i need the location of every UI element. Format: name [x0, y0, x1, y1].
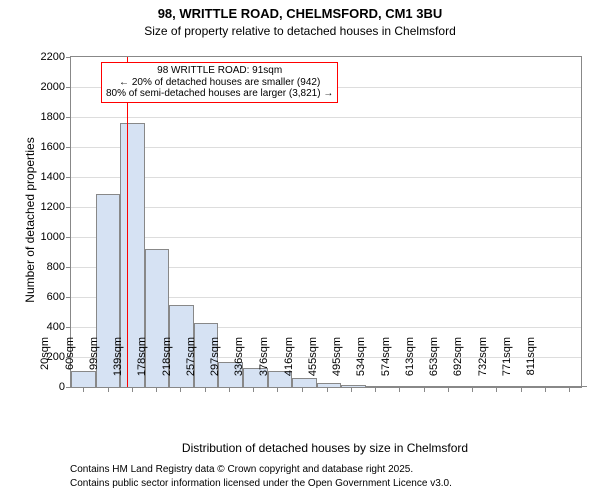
ytick-label: 1800	[41, 111, 71, 123]
xtick-mark	[351, 387, 352, 392]
gridline	[71, 207, 581, 208]
xtick-mark	[496, 387, 497, 392]
xtick-mark	[180, 387, 181, 392]
xtick-mark	[253, 387, 254, 392]
ytick-label: 1200	[41, 201, 71, 213]
xtick-mark	[472, 387, 473, 392]
xtick-mark	[448, 387, 449, 392]
gridline	[71, 177, 581, 178]
xtick-label: 99sqm	[86, 337, 100, 387]
xtick-mark	[229, 387, 230, 392]
xtick-label: 257sqm	[183, 337, 197, 387]
annotation-line2: ← 20% of detached houses are smaller (94…	[106, 77, 333, 89]
ytick-label: 400	[47, 321, 71, 333]
gridline	[71, 117, 581, 118]
x-axis-label: Distribution of detached houses by size …	[70, 441, 580, 455]
gridline	[71, 147, 581, 148]
annotation-line1: 98 WRITTLE ROAD: 91sqm	[106, 65, 333, 77]
xtick-mark	[545, 387, 546, 392]
xtick-label: 297sqm	[207, 337, 221, 387]
xtick-label: 178sqm	[134, 337, 148, 387]
xtick-mark	[205, 387, 206, 392]
xtick-label: 732sqm	[475, 337, 489, 387]
ytick-label: 1000	[41, 231, 71, 243]
xtick-mark	[277, 387, 278, 392]
y-axis-label: Number of detached properties	[23, 120, 37, 320]
xtick-label: 692sqm	[450, 337, 464, 387]
footer-copyright-1: Contains HM Land Registry data © Crown c…	[70, 464, 413, 475]
ytick-label: 2200	[41, 51, 71, 63]
xtick-label: 574sqm	[378, 337, 392, 387]
footer-copyright-2: Contains public sector information licen…	[70, 478, 452, 489]
ytick-label: 1600	[41, 141, 71, 153]
xtick-label: 376sqm	[256, 337, 270, 387]
xtick-label: 416sqm	[281, 337, 295, 387]
xtick-label: 613sqm	[402, 337, 416, 387]
xtick-label: 336sqm	[231, 337, 245, 387]
annotation-line3: 80% of semi-detached houses are larger (…	[106, 88, 333, 100]
xtick-mark	[302, 387, 303, 392]
histogram-bar	[538, 386, 563, 387]
chart-container: 98, WRITTLE ROAD, CHELMSFORD, CM1 3BU Si…	[0, 0, 600, 500]
xtick-label: 534sqm	[353, 337, 367, 387]
plot-area: 0200400600800100012001400160018002000220…	[70, 56, 582, 388]
histogram-bar	[563, 386, 588, 387]
gridline	[71, 237, 581, 238]
marker-line	[127, 57, 128, 387]
xtick-mark	[569, 387, 570, 392]
ytick-label: 2000	[41, 81, 71, 93]
xtick-mark	[399, 387, 400, 392]
xtick-label: 455sqm	[305, 337, 319, 387]
xtick-mark	[327, 387, 328, 392]
ytick-label: 600	[47, 291, 71, 303]
title-line1: 98, WRITTLE ROAD, CHELMSFORD, CM1 3BU	[0, 6, 600, 21]
xtick-mark	[132, 387, 133, 392]
xtick-label: 771sqm	[499, 337, 513, 387]
xtick-mark	[156, 387, 157, 392]
title-line2: Size of property relative to detached ho…	[0, 24, 600, 38]
ytick-label: 1400	[41, 171, 71, 183]
xtick-label: 60sqm	[62, 337, 76, 387]
xtick-label: 218sqm	[159, 337, 173, 387]
xtick-label: 653sqm	[426, 337, 440, 387]
xtick-mark	[424, 387, 425, 392]
xtick-label: 20sqm	[37, 337, 51, 387]
xtick-mark	[83, 387, 84, 392]
xtick-mark	[108, 387, 109, 392]
xtick-label: 811sqm	[523, 337, 537, 387]
ytick-label: 800	[47, 261, 71, 273]
xtick-mark	[375, 387, 376, 392]
xtick-label: 495sqm	[329, 337, 343, 387]
xtick-mark	[521, 387, 522, 392]
xtick-label: 139sqm	[110, 337, 124, 387]
annotation-box: 98 WRITTLE ROAD: 91sqm← 20% of detached …	[101, 62, 338, 103]
